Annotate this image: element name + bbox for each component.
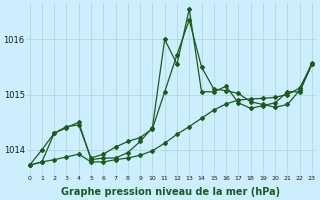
X-axis label: Graphe pression niveau de la mer (hPa): Graphe pression niveau de la mer (hPa) [61, 187, 280, 197]
